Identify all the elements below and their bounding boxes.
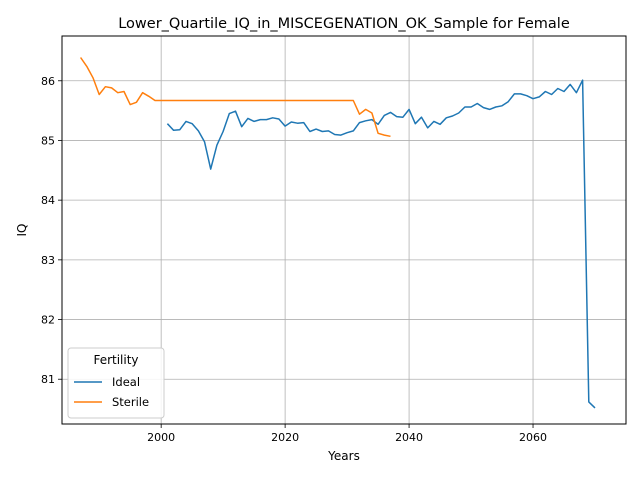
y-axis-label: IQ	[15, 224, 29, 237]
legend: Fertility Ideal Sterile	[67, 347, 165, 419]
x-tick-label: 2020	[271, 431, 299, 444]
series-line-sterile	[79, 57, 391, 138]
legend-box	[67, 347, 165, 419]
plot-frame	[61, 35, 627, 425]
legend-label-sterile: Sterile	[112, 395, 149, 409]
x-tick-label: 2040	[395, 431, 423, 444]
x-tick-label: 2060	[519, 431, 547, 444]
y-tick-label: 85	[41, 134, 55, 147]
chart-title: Lower_Quartile_IQ_in_MISCEGENATION_OK_Sa…	[118, 16, 570, 32]
y-tick-label: 86	[41, 75, 55, 88]
y-tick-label: 81	[41, 373, 55, 386]
y-tick-label: 84	[41, 194, 55, 207]
series-lines	[79, 57, 596, 409]
axis-ticks: 2000 2020 2040 2060 81 82 83 84 85 86	[41, 75, 547, 444]
legend-items: Ideal Sterile	[74, 375, 149, 409]
y-tick-label: 82	[41, 314, 55, 327]
series-line-ideal	[166, 79, 596, 409]
x-tick-label: 2000	[147, 431, 175, 444]
y-tick-label: 83	[41, 254, 55, 267]
legend-label-ideal: Ideal	[112, 375, 140, 389]
x-axis-label: Years	[327, 449, 360, 463]
legend-title: Fertility	[93, 353, 138, 367]
grid	[62, 36, 626, 424]
